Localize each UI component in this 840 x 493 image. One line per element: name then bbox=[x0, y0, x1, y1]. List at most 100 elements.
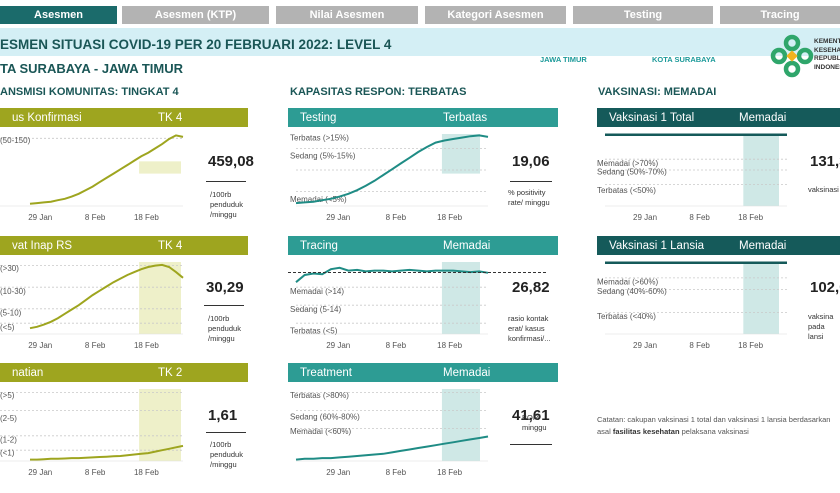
value-divider bbox=[206, 181, 246, 182]
x-tick-label: 29 Jan bbox=[633, 213, 657, 222]
value-divider bbox=[288, 272, 546, 273]
tab-tracing[interactable]: Tracing bbox=[720, 6, 840, 24]
logo-text: KEMENT KESEHATA REPUBLIK INDONES bbox=[814, 38, 840, 71]
indicator-unit: vaksinasi bbox=[808, 185, 839, 194]
section-transmisi: ANSMISI KOMUNITAS: TINGKAT 4 bbox=[0, 86, 179, 98]
x-tick-label: 29 Jan bbox=[28, 341, 52, 350]
indicator-unit: /100rb penduduk /minggu bbox=[210, 440, 243, 469]
region-title: TA SURABAYA - JAWA TIMUR bbox=[0, 61, 183, 76]
header-banner bbox=[0, 28, 840, 56]
panel-title: Vaksinasi 1 Total bbox=[609, 111, 695, 124]
value-divider bbox=[204, 305, 244, 306]
chart-vaks_total: Memadai (>70%) Sedang (50%-70%) Terbatas (… bbox=[597, 130, 789, 226]
kemenkes-logo-icon bbox=[770, 34, 840, 78]
highlight-band bbox=[743, 262, 779, 334]
indicator-value: 459,08 bbox=[208, 153, 254, 170]
chart-kematian: (>5) (2-5) (1-2) (<1) 29 Jan 8 Feb 18 Feb bbox=[0, 385, 200, 481]
tab-asesmen-ktp[interactable]: Asesmen (KTP) bbox=[122, 6, 269, 24]
level-label: (10-30) bbox=[0, 287, 26, 296]
level-label: Memadai (>60%) bbox=[597, 277, 658, 286]
x-tick-label: 18 Feb bbox=[134, 341, 159, 350]
tab-testing[interactable]: Testing bbox=[573, 6, 713, 24]
x-tick-label: 18 Feb bbox=[134, 468, 159, 477]
level-label: (1-2) bbox=[0, 435, 17, 444]
level-label: Terbatas (<50%) bbox=[597, 186, 656, 195]
highlight-band bbox=[139, 389, 181, 461]
x-tick-label: 18 Feb bbox=[437, 341, 462, 350]
province-link[interactable]: JAWA TIMUR bbox=[540, 55, 587, 64]
page-title: ESMEN SITUASI COVID-19 PER 20 FEBRUARI 2… bbox=[0, 37, 392, 52]
value-divider bbox=[510, 444, 552, 445]
x-tick-label: 8 Feb bbox=[689, 213, 710, 222]
tab-bar: Asesmen Asesmen (KTP) Nilai Asesmen Kate… bbox=[0, 6, 840, 26]
indicator-value: 30,29 bbox=[206, 279, 244, 296]
level-label: Terbatas (>80%) bbox=[290, 391, 349, 400]
level-label: (>5) bbox=[0, 391, 15, 400]
tab-kategori-asesmen[interactable]: Kategori Asesmen bbox=[425, 6, 566, 24]
panel-status: Memadai bbox=[739, 239, 787, 252]
x-tick-label: 8 Feb bbox=[386, 213, 407, 222]
x-tick-label: 29 Jan bbox=[633, 341, 657, 350]
x-tick-label: 18 Feb bbox=[738, 341, 763, 350]
x-tick-label: 18 Feb bbox=[437, 468, 462, 477]
panel-header-kasus: us Konfirmasi TK 4 bbox=[0, 108, 248, 127]
panel-header-rawat: vat Inap RS TK 4 bbox=[0, 236, 248, 255]
x-tick-label: 8 Feb bbox=[85, 341, 106, 350]
indicator-unit: /100rb penduduk /minggu bbox=[210, 190, 243, 219]
panel-header-vaks_total: Vaksinasi 1 Total Memadai bbox=[597, 108, 840, 127]
indicator-value: 131,3 bbox=[810, 153, 840, 170]
level-label: (50-150) bbox=[0, 136, 31, 145]
x-tick-label: 29 Jan bbox=[326, 468, 350, 477]
panel-status: TK 4 bbox=[158, 239, 183, 252]
panel-title: Testing bbox=[300, 111, 337, 124]
x-tick-label: 18 Feb bbox=[437, 213, 462, 222]
x-tick-label: 18 Feb bbox=[134, 213, 159, 222]
chart-testing: Terbatas (>15%) Sedang (5%-15%) Memadai (<… bbox=[288, 130, 493, 226]
panel-status: TK 4 bbox=[158, 111, 183, 124]
tab-asesmen[interactable]: Asesmen bbox=[0, 6, 117, 24]
indicator-unit: vaksina pada lansi bbox=[808, 312, 834, 341]
series-line bbox=[295, 435, 489, 461]
level-label: (>30) bbox=[0, 264, 19, 273]
series-line bbox=[30, 444, 184, 461]
x-tick-label: 29 Jan bbox=[28, 213, 52, 222]
series-line bbox=[29, 134, 184, 205]
x-tick-label: 8 Feb bbox=[689, 341, 710, 350]
tab-nilai-asesmen[interactable]: Nilai Asesmen bbox=[276, 6, 418, 24]
chart-kasus: (50-150) 29 Jan 8 Feb 18 Feb bbox=[0, 130, 200, 226]
panel-header-tracing: Tracing Memadai bbox=[288, 236, 558, 255]
series-line bbox=[29, 263, 184, 330]
highlight-band bbox=[441, 389, 480, 461]
panel-title: natian bbox=[12, 366, 44, 379]
panel-title: us Konfirmasi bbox=[12, 111, 82, 124]
level-label: Sedang (60%-80%) bbox=[290, 412, 360, 421]
level-label: Terbatas (<5) bbox=[290, 326, 338, 335]
indicator-value: 102,0 bbox=[810, 279, 840, 296]
level-label: Memadai (<60%) bbox=[290, 427, 351, 436]
indicator-unit: BOR/ minggu bbox=[522, 413, 547, 432]
footnote: Catatan: cakupan vaksinasi 1 total dan v… bbox=[597, 415, 831, 436]
x-tick-label: 8 Feb bbox=[386, 341, 407, 350]
x-tick-label: 29 Jan bbox=[28, 468, 52, 477]
level-label: (<5) bbox=[0, 323, 15, 332]
city-link[interactable]: KOTA SURABAYA bbox=[652, 55, 716, 64]
level-label: Memadai (>14) bbox=[290, 287, 344, 296]
chart-vaks_lansia: Memadai (>60%) Sedang (40%-60%) Terbatas (… bbox=[597, 258, 789, 354]
panel-header-vaks_lansia: Vaksinasi 1 Lansia Memadai bbox=[597, 236, 840, 255]
x-tick-label: 29 Jan bbox=[326, 341, 350, 350]
level-label: Sedang (5-14) bbox=[290, 305, 341, 314]
section-kapasitas: KAPASITAS RESPON: TERBATAS bbox=[290, 86, 467, 98]
x-tick-label: 29 Jan bbox=[326, 213, 350, 222]
section-vaksinasi: VAKSINASI: MEMADAI bbox=[598, 86, 717, 98]
chart-tracing: Memadai (>14) Sedang (5-14) Terbatas (<5) 2… bbox=[288, 258, 493, 354]
level-label: Sedang (50%-70%) bbox=[597, 167, 667, 176]
level-label: (5-10) bbox=[0, 308, 22, 317]
x-tick-label: 18 Feb bbox=[738, 213, 763, 222]
panel-status: Memadai bbox=[443, 239, 491, 252]
panel-status: Memadai bbox=[739, 111, 787, 124]
level-label: Memadai (<5%) bbox=[290, 195, 347, 204]
chart-rawat: (>30) (10-30) (5-10) (<5) 29 Jan 8 Feb 18 Feb bbox=[0, 258, 200, 354]
panel-status: Terbatas bbox=[443, 111, 488, 124]
panel-title: Tracing bbox=[300, 239, 338, 252]
panel-title: vat Inap RS bbox=[12, 239, 73, 252]
